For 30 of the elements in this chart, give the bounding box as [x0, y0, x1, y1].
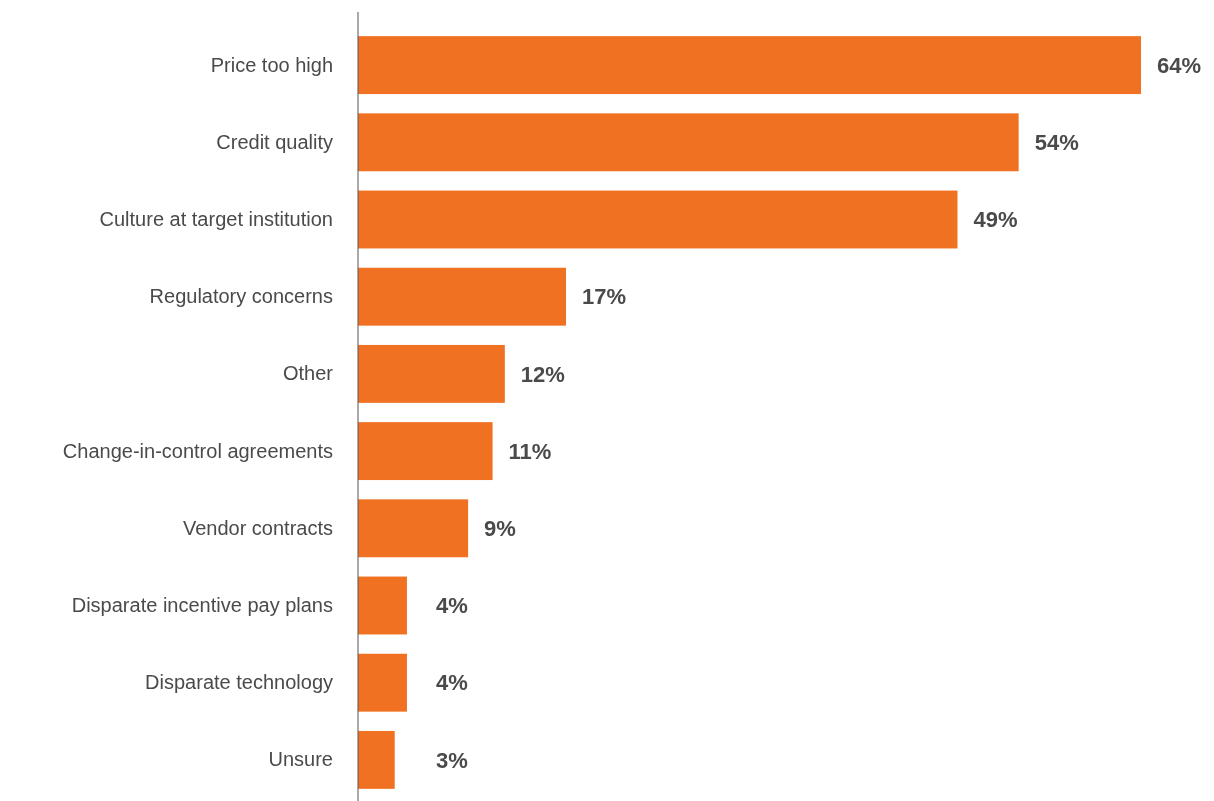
- data-label: 4%: [436, 593, 468, 619]
- data-label: 9%: [484, 516, 516, 541]
- data-label: 3%: [436, 747, 468, 773]
- y-tick-label: Price too high: [210, 53, 333, 76]
- data-label: 64%: [1157, 52, 1202, 78]
- data-label: 11%: [508, 438, 552, 464]
- data-label: 49%: [973, 207, 1018, 233]
- y-tick-label: Change-in-control agreements: [62, 439, 333, 462]
- bar: [358, 499, 469, 558]
- y-tick-label: Disparate technology: [145, 671, 333, 694]
- data-label: 54%: [1034, 130, 1079, 155]
- bar: [358, 113, 1019, 172]
- y-tick-label: Regulatory concerns: [149, 285, 333, 308]
- y-tick-label: Culture at target institution: [99, 207, 333, 230]
- y-tick-label: Credit quality: [216, 130, 333, 153]
- data-label: 17%: [581, 284, 627, 310]
- data-label: 4%: [436, 670, 468, 696]
- bar: [358, 730, 395, 789]
- y-tick-label: Disparate incentive pay plans: [71, 593, 333, 616]
- bar: [358, 344, 505, 403]
- bar: [358, 653, 407, 712]
- y-tick-label: Vendor contracts: [182, 516, 333, 539]
- y-tick-label: Other: [282, 362, 334, 385]
- y-tick-label: Unsure: [268, 748, 333, 771]
- bar: [358, 190, 958, 249]
- bar: [358, 36, 1141, 95]
- bar: [358, 267, 566, 326]
- data-label: 12%: [520, 361, 565, 387]
- bar: [358, 576, 407, 635]
- bar: [358, 422, 493, 481]
